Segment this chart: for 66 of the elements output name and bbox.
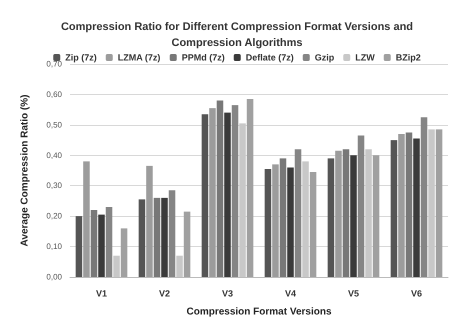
bar [232, 105, 238, 277]
bar [335, 150, 342, 277]
y-tick-label: 0,10 [46, 242, 63, 252]
bar [138, 199, 146, 277]
x-tick-label: V1 [96, 288, 108, 298]
bar [372, 155, 380, 277]
y-tick-label: 0,40 [46, 150, 63, 160]
bar [272, 164, 279, 277]
bar [436, 129, 442, 277]
y-tick-label: 0,30 [46, 181, 63, 190]
bar [120, 228, 128, 277]
bar [310, 172, 316, 277]
bar [239, 123, 246, 277]
y-tick-label: 0,50 [46, 120, 63, 130]
bar [413, 138, 420, 277]
bar [264, 168, 272, 277]
bar [406, 132, 412, 277]
bar [420, 117, 428, 277]
y-tick-label: 0,70 [46, 60, 63, 68]
bar [358, 136, 364, 277]
y-tick-label: 0,00 [46, 272, 63, 282]
bar [154, 198, 160, 277]
bar [398, 134, 405, 277]
bar [146, 166, 153, 277]
bar [216, 100, 224, 277]
bar [280, 158, 286, 277]
x-tick-label: V2 [158, 288, 170, 298]
y-tick-label: 0,20 [46, 212, 63, 221]
x-axis-title: Compression Format Versions [186, 306, 332, 318]
bar [294, 149, 302, 277]
bar [342, 149, 350, 277]
x-tick-label: V3 [222, 288, 234, 298]
bar [176, 256, 183, 277]
bar [202, 114, 208, 277]
bar [428, 129, 435, 277]
y-axis-title: Average Compression Ratio (%) [20, 94, 30, 246]
x-tick-label: V6 [410, 288, 422, 298]
bar [209, 108, 216, 277]
bar [302, 161, 309, 277]
chart-title: Compression Ratio for Different Compression Format Versions and Compression Algorithms [60, 21, 414, 49]
legend-label: PPMd (7z) [182, 52, 225, 62]
bar [328, 158, 334, 277]
bar [350, 155, 357, 277]
bar [161, 198, 168, 277]
bar [83, 161, 90, 277]
bar [168, 190, 176, 277]
bar [246, 98, 254, 277]
bar [287, 167, 294, 277]
bar [390, 140, 398, 277]
legend-label: Deflate (7z) [246, 52, 294, 62]
bar [76, 216, 82, 277]
bar [224, 112, 231, 277]
x-tick-label: V5 [348, 288, 360, 298]
bar [184, 212, 190, 277]
bar [113, 256, 120, 277]
legend-label: BZip2 [396, 52, 421, 62]
y-tick-label: 0,60 [46, 90, 63, 99]
legend-label: Gzip [314, 52, 335, 62]
x-tick-label: V4 [284, 288, 296, 298]
legend-label: Zip (7z) [65, 52, 97, 62]
bar [90, 210, 98, 277]
legend-label: LZW [355, 52, 376, 62]
bar [106, 207, 112, 277]
legend-label: LZMA (7z) [118, 52, 160, 62]
bar [365, 149, 372, 277]
bar [98, 214, 105, 277]
